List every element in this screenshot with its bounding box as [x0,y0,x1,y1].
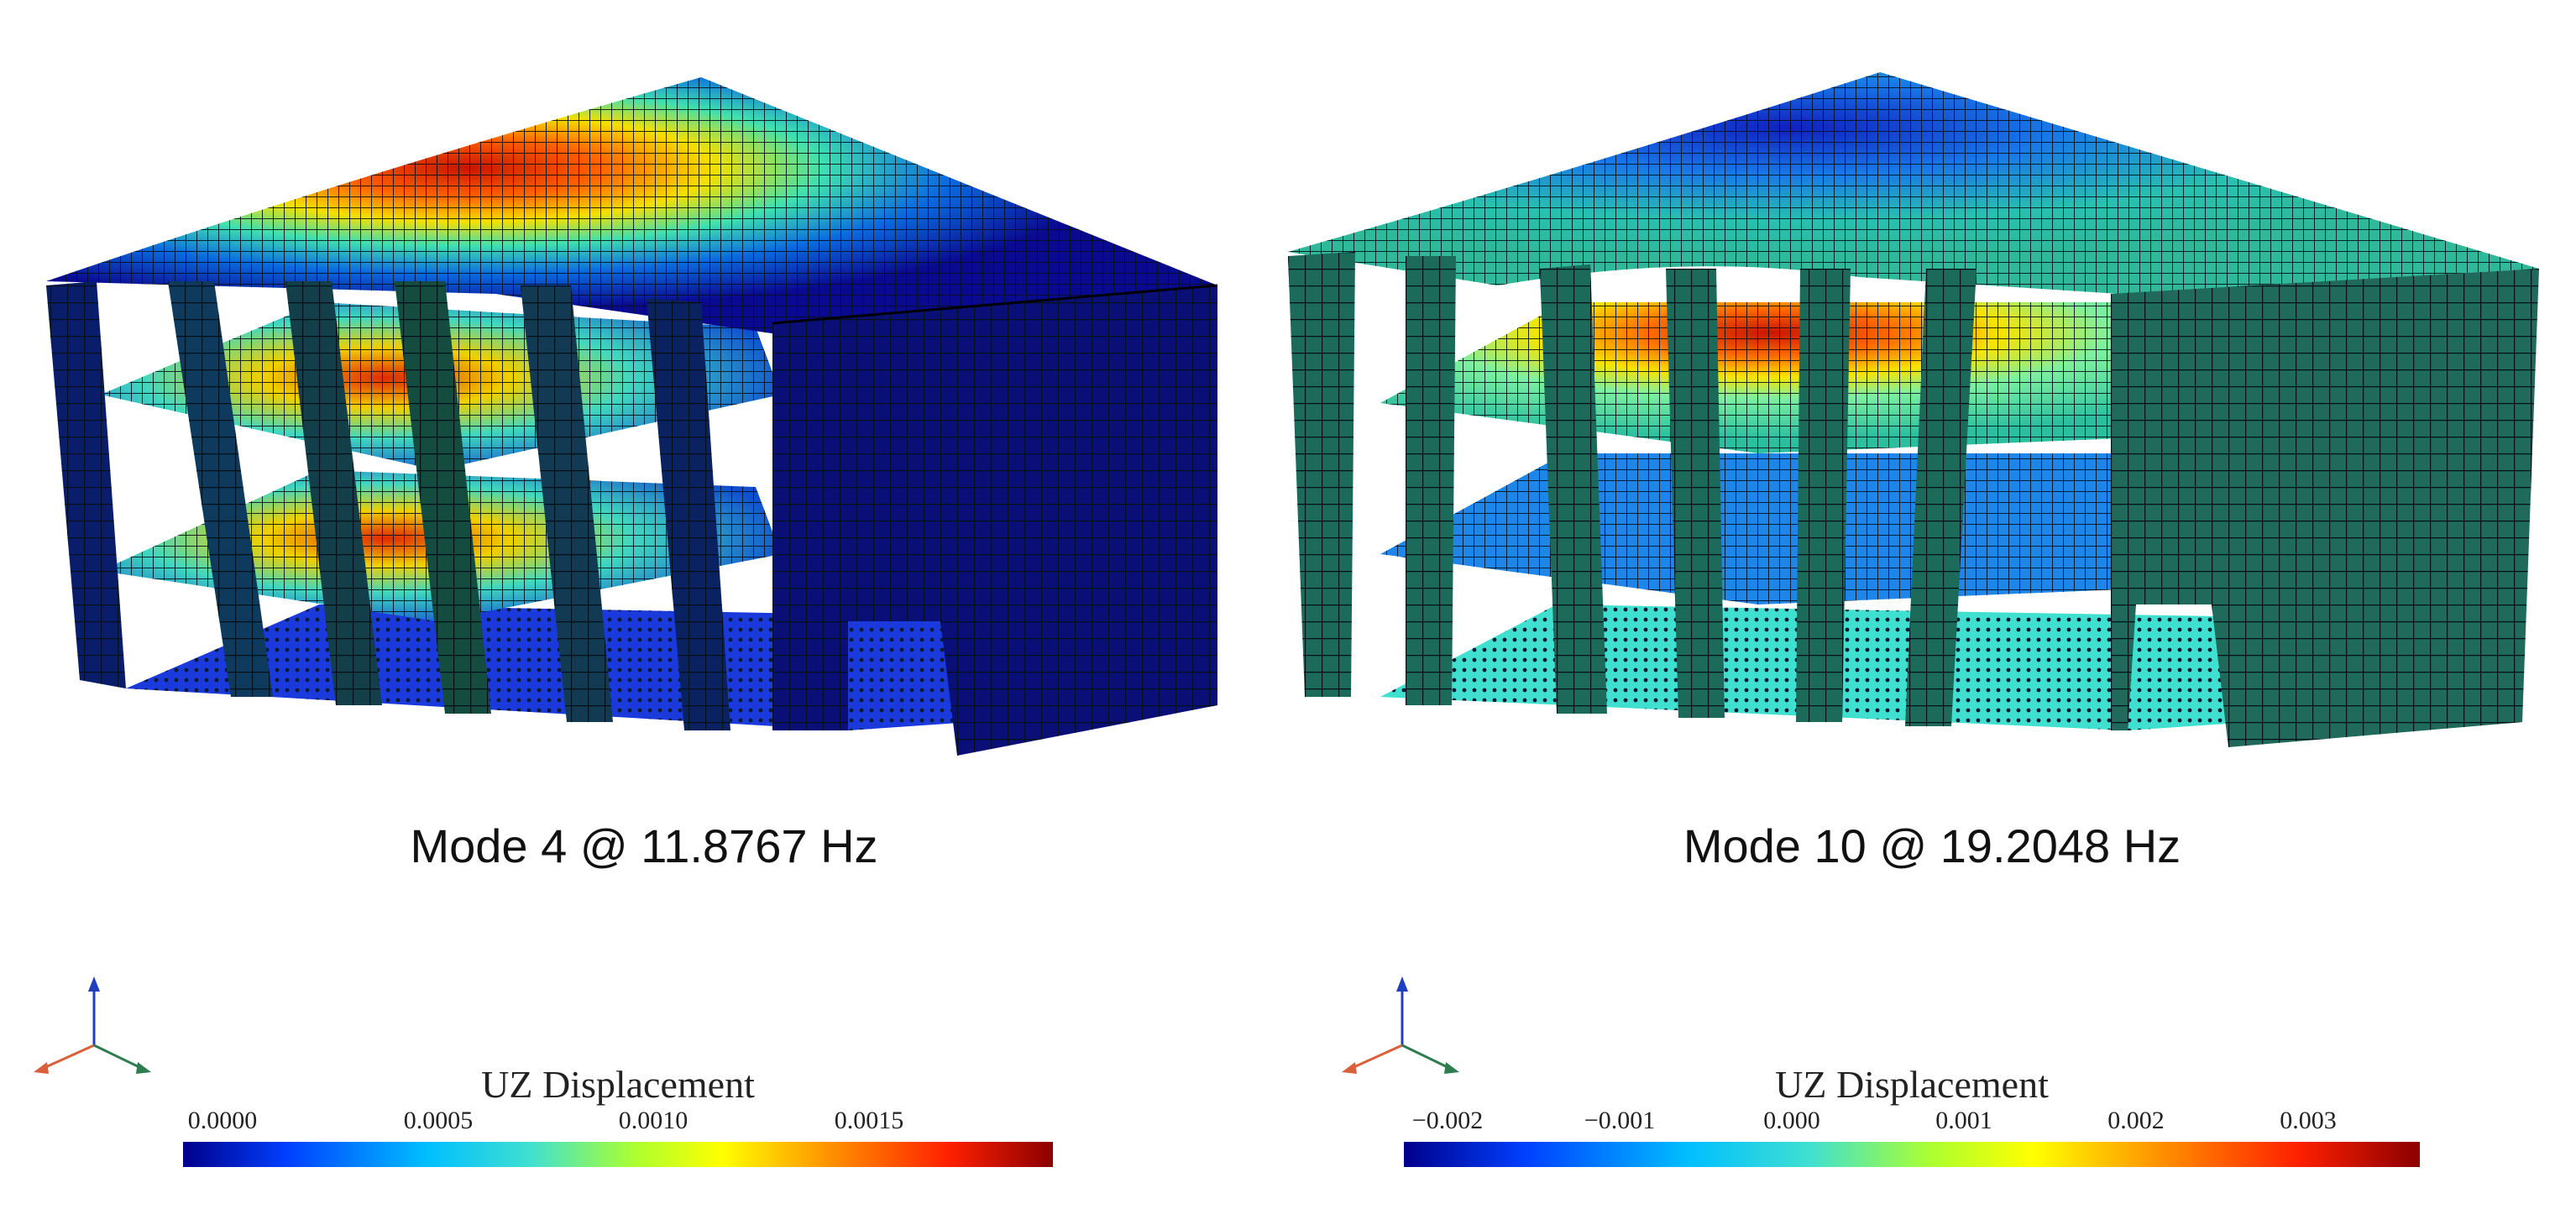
colorbar-tick: 0.001 [1935,1107,1992,1134]
columns [1288,252,1977,726]
colorbar-tick: 0.003 [2280,1107,2337,1134]
colorbar [183,1142,1053,1167]
colorbar-tick: 0.0000 [187,1107,258,1134]
mode-4-panel: Mode 4 @ 11.8767 Hz UZ Displacement 0.00… [34,77,1218,1167]
mode-10-panel: Mode 10 @ 19.2048 Hz UZ Displacement −0.… [1288,0,2576,1209]
mode-label: Mode 4 @ 11.8767 Hz [410,819,878,872]
colorbar-tick: −0.001 [1584,1107,1656,1134]
colorbar-title: UZ Displacement [481,1063,755,1106]
colorbar-tick: 0.0015 [834,1107,904,1134]
axis-triad-icon [34,976,151,1074]
colorbar-tick: 0.002 [2107,1107,2165,1134]
fe-model-mode-4 [46,77,1218,756]
fe-model-mode-10 [1288,72,2539,747]
colorbar [1404,1142,2420,1167]
colorbar-tick: −0.002 [1411,1107,1484,1134]
columns [46,281,730,730]
colorbar-title: UZ Displacement [1775,1063,2049,1106]
colorbar-tick: 0.000 [1763,1107,1820,1134]
mode-label: Mode 10 @ 19.2048 Hz [1683,819,2181,872]
colorbar-tick: 0.0005 [403,1107,474,1134]
colorbar-tick: 0.0010 [618,1107,689,1134]
axis-triad-icon [1342,976,1459,1074]
